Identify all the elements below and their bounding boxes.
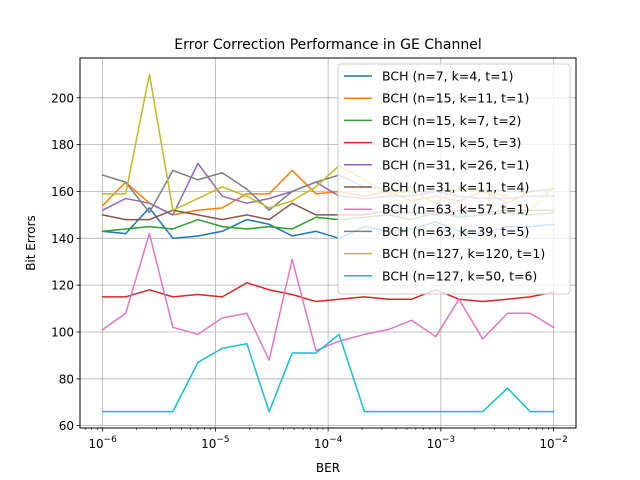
y-tick-label: 180	[51, 138, 74, 152]
x-tick-label: 10−6	[88, 435, 117, 451]
y-tick-label: 80	[59, 372, 74, 386]
series-line-4	[101, 282, 555, 303]
y-tick-label: 100	[51, 325, 74, 339]
legend: BCH (n=7, k=4, t=1) BCH (n=15, k=11, t=1)…	[337, 63, 571, 295]
legend-label: BCH (n=63, k=57, t=1)	[382, 202, 529, 217]
legend-label: BCH (n=15, k=11, t=1)	[382, 91, 529, 106]
series-line-7	[101, 232, 555, 361]
x-tick-label: 10−3	[427, 435, 456, 451]
legend-label: BCH (n=31, k=11, t=4)	[382, 180, 529, 195]
legend-label: BCH (n=15, k=7, t=2)	[382, 113, 521, 128]
legend-label: BCH (n=7, k=4, t=1)	[382, 69, 513, 84]
legend-label: BCH (n=15, k=5, t=3)	[382, 135, 521, 150]
legend-label: BCH (n=127, k=120, t=1)	[382, 246, 545, 261]
y-tick-label: 120	[51, 279, 74, 293]
legend-label: BCH (n=31, k=26, t=1)	[382, 157, 529, 172]
x-tick-label: 10−5	[201, 435, 230, 451]
x-axis-label: BER	[316, 461, 340, 475]
y-tick-label: 160	[51, 185, 74, 199]
y-axis-label: Bit Errors	[24, 215, 38, 271]
y-tick-label: 200	[51, 91, 74, 105]
x-axis-ticks: 10−6 10−5 10−4 10−3 10−2	[84, 428, 568, 451]
y-tick-label: 140	[51, 232, 74, 246]
legend-label: BCH (n=127, k=50, t=6)	[382, 268, 537, 283]
x-tick-label: 10−2	[539, 435, 568, 451]
chart-title: Error Correction Performance in GE Chann…	[174, 37, 481, 53]
y-tick-label: 60	[59, 419, 74, 433]
legend-label: BCH (n=63, k=39, t=5)	[382, 224, 529, 239]
series-line-10	[101, 333, 555, 413]
y-axis-ticks: 60 80 100 120 140 160 180 200	[51, 91, 80, 433]
x-tick-label: 10−4	[314, 435, 343, 451]
legend-box	[337, 63, 571, 295]
